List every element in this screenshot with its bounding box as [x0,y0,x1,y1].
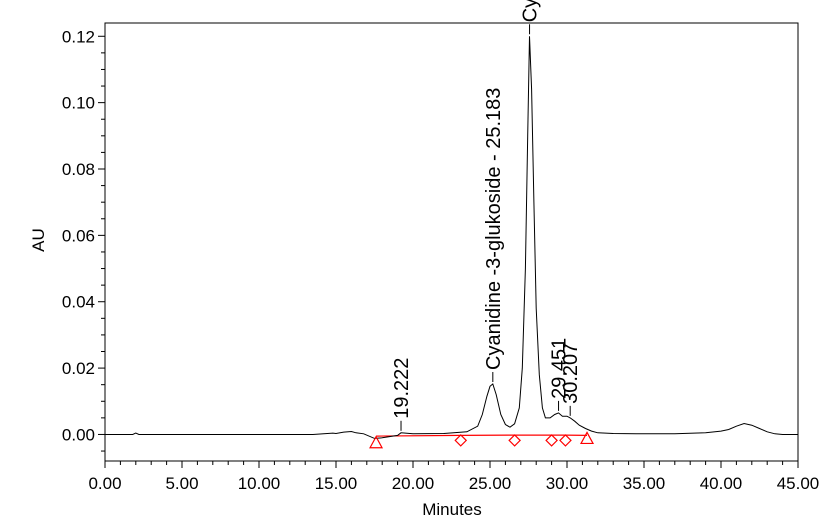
y-tick-label: 0.10 [62,94,95,113]
peak-label: Cyanidine -3-glukoside - 25.183 [483,88,505,370]
x-axis-label: Minutes [422,500,482,519]
x-tick-label: 0.00 [88,474,121,493]
x-tick-label: 15.00 [315,474,358,493]
plot-area: 19.222 Cyanidine -3-glukoside - 25.183 Cya… [105,0,798,449]
peak-marker-diamond [508,434,521,447]
y-tick-label: 0.00 [62,425,95,444]
integration-baseline [375,434,588,437]
peak-label: Cyanidine-3-diglukoside - 27.568 [520,0,542,22]
peak-label: 19.222 [391,358,413,419]
peak-marker-diamond [559,434,572,447]
peak-marker-diamond [454,434,468,447]
y-tick-label: 0.06 [62,226,95,245]
x-tick-label: 30.00 [546,474,589,493]
x-tick-label: 20.00 [392,474,435,493]
x-tick-label: 10.00 [238,474,281,493]
chromatogram-trace [105,36,798,439]
axes: 0.00 5.00 10.00 15.00 20.00 25.00 30.00 35.00 40… [62,22,820,493]
peak-marker-diamond [545,434,558,447]
x-tick-label: 45.00 [777,474,820,493]
y-tick-label: 0.12 [62,27,95,46]
x-tick-label: 25.00 [469,474,512,493]
y-tick-label: 0.08 [62,160,95,179]
y-tick-label: 0.02 [62,359,95,378]
peak-label: 30.207 [560,343,582,404]
peak-label: 29.451 [549,338,571,399]
x-tick-label: 35.00 [623,474,666,493]
y-tick-label: 0.04 [62,293,95,312]
x-tick-label: 5.00 [165,474,198,493]
peak-marker-triangle [369,435,384,449]
plot-frame [104,22,799,462]
x-tick-label: 40.00 [700,474,743,493]
y-axis-label: AU [29,228,48,252]
peak-marker-triangle [580,431,595,445]
